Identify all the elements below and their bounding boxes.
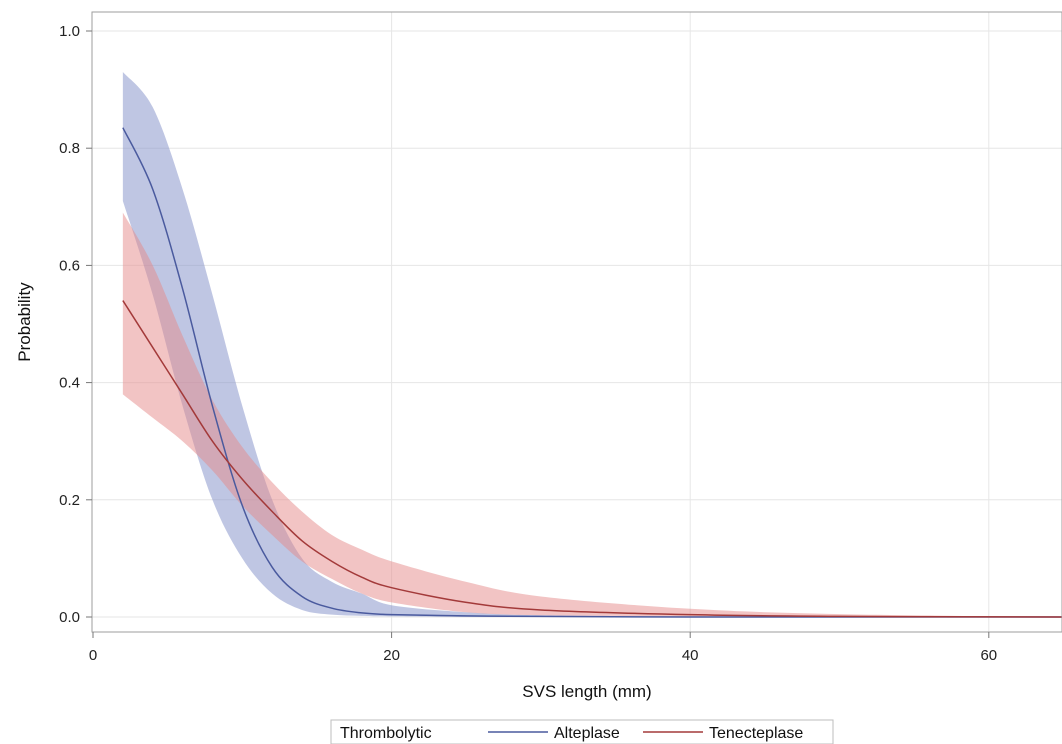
x-tick-label: 40: [682, 647, 699, 664]
legend-box: [330, 719, 834, 744]
x-axis-title: SVS length (mm): [522, 682, 651, 701]
x-tick-label: 0: [89, 647, 97, 664]
legend: Thrombolytic Alteplase Tenecteplase: [330, 719, 834, 744]
y-tick-label: 0.2: [59, 492, 80, 509]
series-line-tenecteplase: [122, 300, 1062, 618]
confidence-bands: [122, 72, 1062, 618]
legend-title: Thrombolytic: [340, 725, 432, 742]
y-tick-label: 1.0: [59, 23, 80, 40]
series-line-alteplase: [122, 127, 1062, 618]
confidence-band-alteplase: [122, 72, 1062, 618]
x-tick-label: 20: [383, 647, 400, 664]
legend-label-tenecteplase: Tenecteplase: [709, 725, 803, 742]
legend-label-alteplase: Alteplase: [554, 725, 620, 742]
y-tick-label: 0.6: [59, 257, 80, 274]
tick-labels: 0.0 0.2 0.4 0.6 0.8 1.0 0 20 40 60: [59, 23, 997, 664]
x-tick-label: 60: [980, 647, 997, 664]
y-tick-label: 0.8: [59, 140, 80, 157]
series-lines: [122, 127, 1062, 618]
plot-frame: [91, 11, 1062, 633]
y-tick-label: 0.4: [59, 375, 80, 392]
y-axis-title: Probability: [15, 282, 34, 362]
y-tick-label: 0.0: [59, 609, 80, 626]
axes: [86, 11, 1062, 638]
